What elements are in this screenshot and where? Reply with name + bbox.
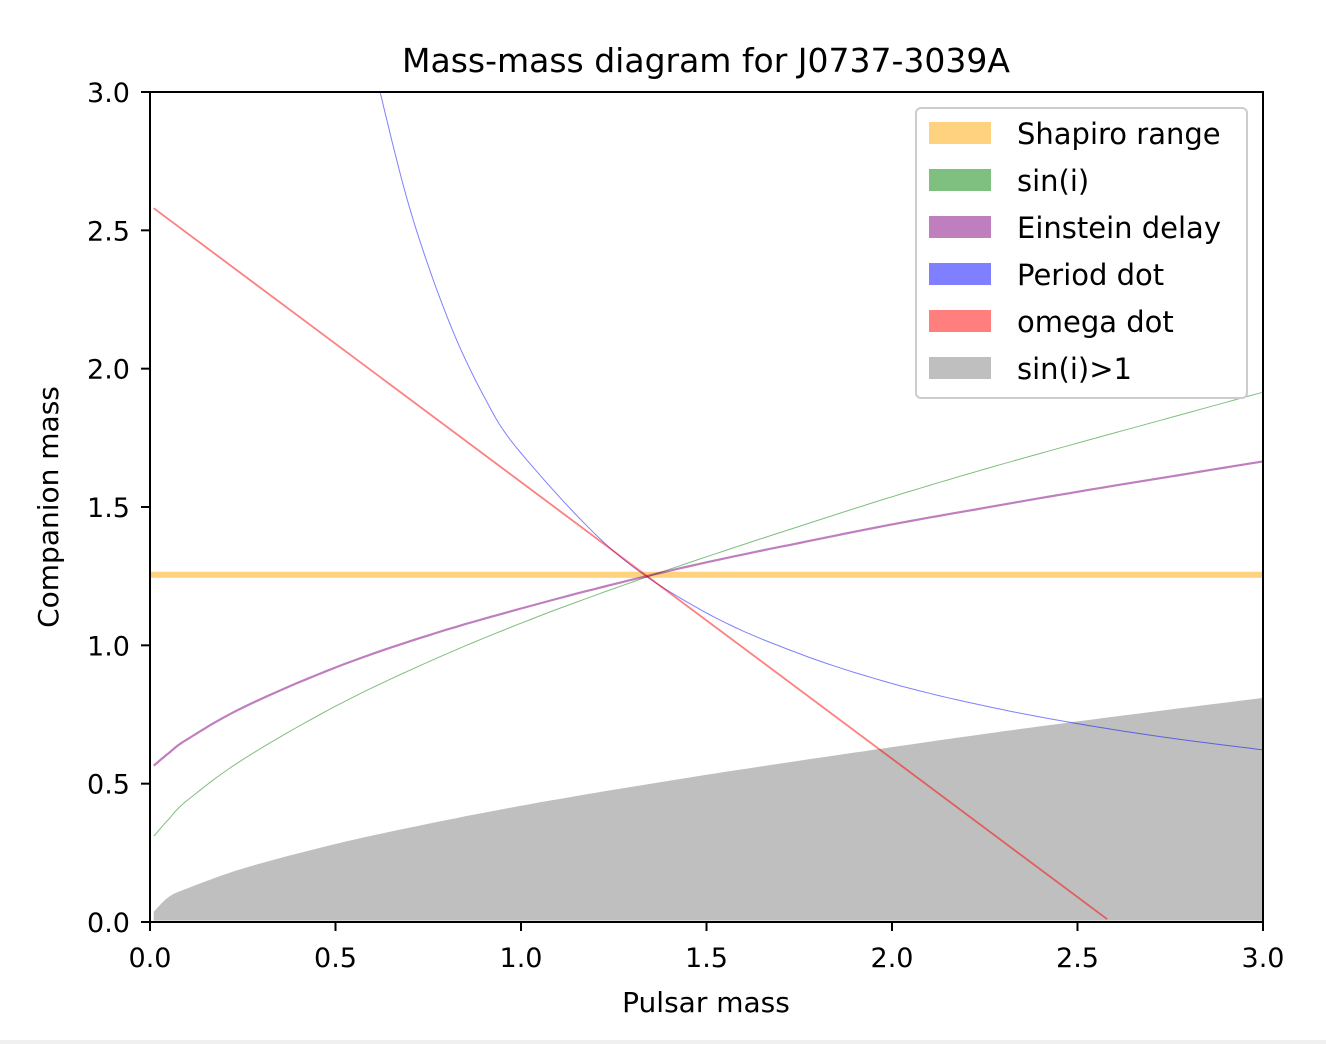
legend-label-omega-dot: omega dot [1017, 305, 1174, 339]
legend: Shapiro range sin(i) Einstein delay Period … [915, 107, 1248, 399]
x-tick-label: 2.5 [1056, 943, 1099, 974]
x-tick-label: 3.0 [1242, 943, 1285, 974]
y-tick-label: 2.0 [87, 355, 130, 386]
legend-label-einstein-delay: Einstein delay [1017, 211, 1221, 245]
series-einstein-delay-line [152, 460, 1265, 767]
y-tick-label: 0.0 [87, 908, 130, 939]
series-period-dot-line [379, 91, 1264, 751]
legend-swatch-sin-i [929, 169, 991, 191]
legend-label-sin-i-1: sin(i)>1 [1017, 352, 1132, 386]
y-axis-label: Companion mass [32, 386, 65, 628]
x-tick-label: 1.0 [500, 943, 543, 974]
legend-swatch-omega-dot [929, 310, 991, 332]
x-tick-label: 0.5 [314, 943, 357, 974]
x-tick-label: 1.5 [685, 943, 728, 974]
series-sin-i-line [153, 391, 1264, 837]
legend-swatch-einstein-delay [929, 216, 991, 238]
legend-swatch-shapiro-range [929, 122, 991, 144]
legend-label-shapiro-range: Shapiro range [1017, 117, 1221, 151]
legend-label-sin-i: sin(i) [1017, 164, 1089, 198]
x-tick-label: 0.0 [129, 943, 172, 974]
x-tick-label: 2.0 [871, 943, 914, 974]
legend-swatch-period-dot [929, 263, 991, 285]
y-tick-label: 3.0 [87, 78, 130, 109]
y-tick-label: 1.5 [87, 493, 130, 524]
series-sin-i-1-region [153, 697, 1264, 921]
y-tick-label: 2.5 [87, 216, 130, 247]
legend-label-period-dot: Period dot [1017, 258, 1164, 292]
legend-frame [915, 107, 1248, 399]
series-omega-dot-line [153, 207, 1108, 920]
series-shapiro-range-band [150, 571, 1263, 578]
x-axis-label: Pulsar mass [622, 986, 790, 1019]
y-tick-label: 1.0 [87, 631, 130, 662]
bottom-strip [0, 1040, 1326, 1044]
chart-title: Mass-mass diagram for J0737-3039A [402, 41, 1010, 80]
y-tick-label: 0.5 [87, 770, 130, 801]
legend-swatch-sin-i-1 [929, 357, 991, 379]
